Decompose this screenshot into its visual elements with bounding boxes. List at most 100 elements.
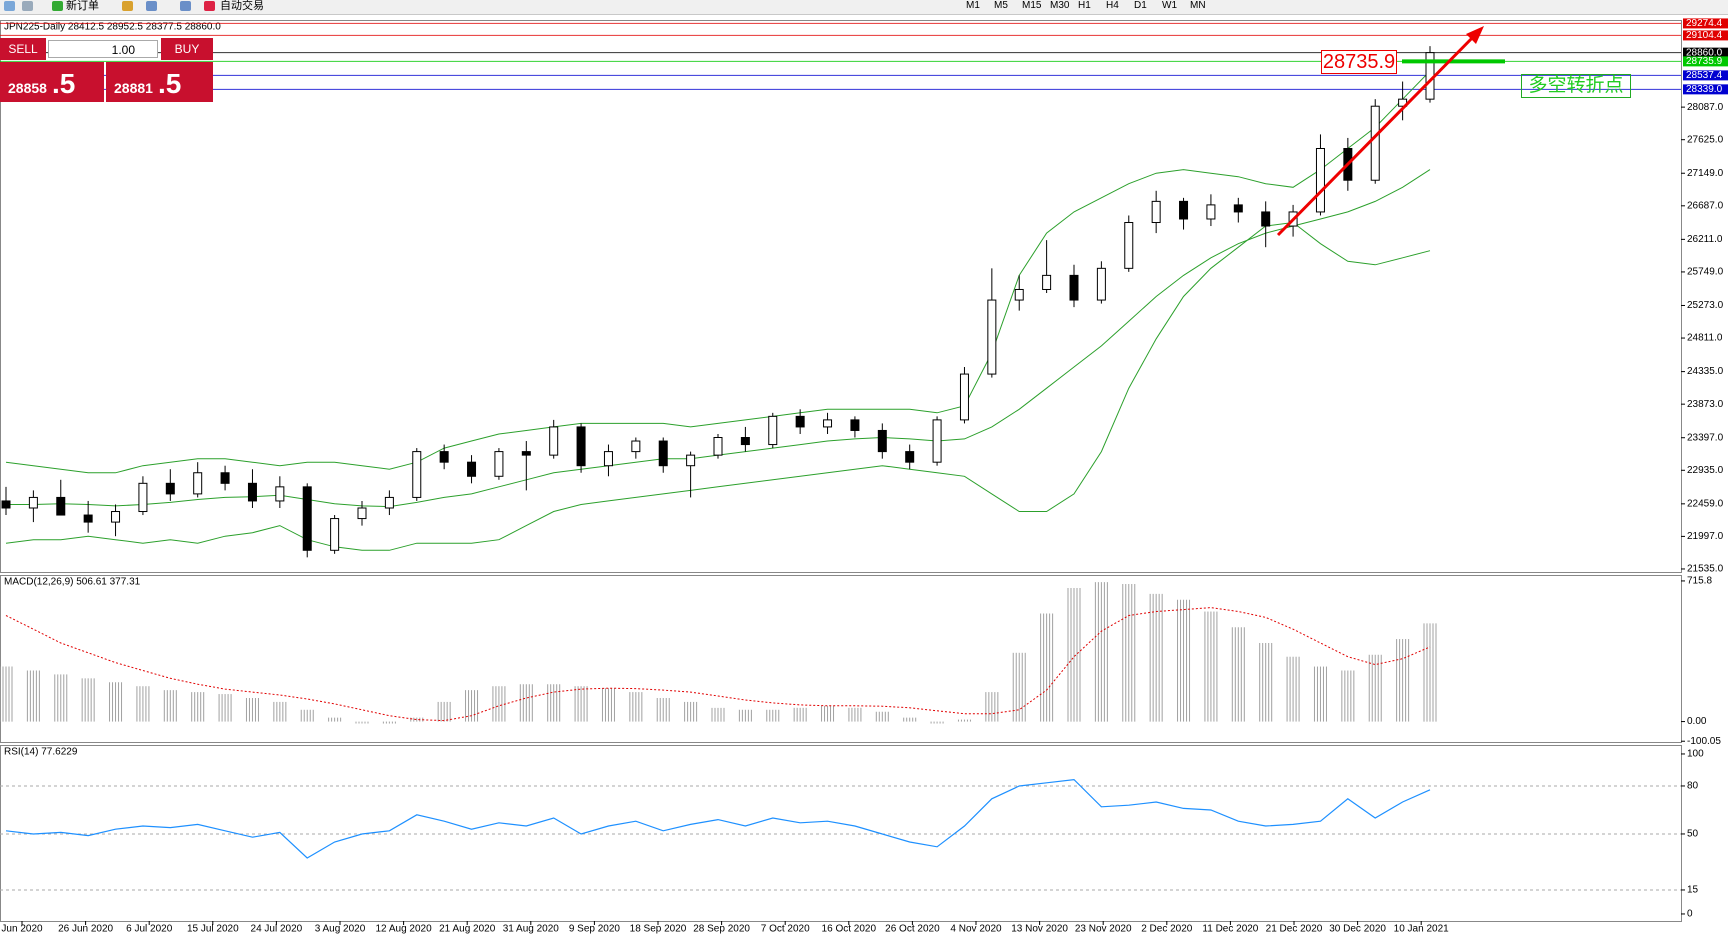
price-label: 28735.9	[1686, 56, 1723, 67]
timeframe-button[interactable]: D1	[1134, 0, 1147, 11]
candle-body	[768, 415, 778, 446]
candle-body	[576, 426, 586, 467]
x-tick-label: 31 Aug 2020	[503, 924, 560, 935]
candle-body	[823, 419, 833, 428]
candle-body	[412, 451, 422, 498]
icon[interactable]	[146, 1, 157, 11]
candle-body	[83, 514, 93, 523]
sell-price-main: 28858	[8, 80, 47, 96]
sell-price[interactable]: 28858 .5	[0, 62, 104, 102]
candle-body	[905, 451, 915, 463]
sell-price-frac: .5	[52, 68, 76, 99]
x-tick-label: Jun 2020	[1, 924, 43, 935]
price-label-bg	[1683, 56, 1728, 67]
candle-body	[1179, 200, 1189, 220]
y-tick-label: 26211.0	[1687, 234, 1723, 245]
y-tick-label: 28087.0	[1687, 102, 1724, 113]
new-order-button[interactable]: 新订单	[66, 0, 99, 12]
signal-line	[5, 607, 1431, 722]
icon[interactable]	[204, 1, 215, 11]
y-tick-label: 80	[1687, 781, 1699, 792]
candle-body	[1261, 211, 1271, 227]
y-tick-label: 50	[1687, 829, 1699, 840]
timeframe-button[interactable]: M1	[966, 0, 980, 11]
y-tick-label: 24811.0	[1687, 333, 1723, 344]
candle-body	[1233, 204, 1243, 213]
pane-title: JPN225-Daily 28412.5 28952.5 28377.5 288…	[4, 22, 221, 33]
candle-body	[1370, 105, 1380, 181]
y-tick-label: 25749.0	[1687, 267, 1724, 278]
x-tick-label: 7 Oct 2020	[761, 924, 810, 935]
y-tick-label: 27625.0	[1687, 134, 1724, 145]
price-label: 28537.4	[1686, 70, 1723, 81]
y-tick-label: 24335.0	[1687, 366, 1724, 377]
candle-body	[357, 507, 367, 520]
candle-body	[467, 461, 477, 477]
pane-title: MACD(12,26,9) 506.61 377.31	[4, 577, 141, 588]
timeframe-button[interactable]: W1	[1162, 0, 1177, 11]
candle-body	[740, 437, 750, 446]
candle-body	[850, 419, 860, 431]
price-label-bg	[1683, 18, 1728, 29]
candle-body	[165, 482, 175, 495]
candle-body	[56, 496, 66, 516]
candle-body	[384, 496, 394, 509]
timeframe-button[interactable]: MN	[1190, 0, 1206, 11]
price-label-bg	[1683, 47, 1728, 58]
rsi-line	[5, 778, 1431, 859]
candle-body	[631, 440, 641, 453]
candle-body	[877, 429, 887, 453]
candle-body	[658, 440, 668, 467]
timeframe-button[interactable]: M15	[1022, 0, 1042, 11]
x-tick-label: 24 Jul 2020	[251, 924, 303, 935]
y-tick-label: 100	[1687, 749, 1704, 760]
candle-body	[1206, 204, 1216, 220]
y-tick-label: 26687.0	[1687, 200, 1724, 211]
candle-body	[275, 486, 285, 502]
timeframe-button[interactable]: M30	[1050, 0, 1070, 11]
buy-button[interactable]: BUY	[161, 38, 213, 60]
y-tick-label: 22935.0	[1687, 465, 1724, 476]
timeframe-button[interactable]: H1	[1078, 0, 1091, 11]
pane-frame	[0, 20, 1682, 573]
y-tick-label: 27149.0	[1687, 168, 1724, 179]
candle-body	[247, 482, 257, 502]
icon[interactable]	[22, 1, 33, 11]
auto-trading-button[interactable]: 自动交易	[220, 0, 264, 12]
y-tick-label: 715.8	[1687, 576, 1712, 587]
price-label-bg	[1683, 84, 1728, 95]
icon[interactable]	[122, 1, 133, 11]
lot-input[interactable]: 1.00	[48, 40, 158, 58]
icon[interactable]	[180, 1, 191, 11]
x-tick-label: 16 Oct 2020	[822, 924, 877, 935]
candle-body	[1014, 288, 1024, 301]
candle-body	[1069, 274, 1079, 301]
x-tick-label: 26 Jun 2020	[58, 924, 113, 935]
candle-body	[111, 511, 121, 523]
candle-body	[713, 437, 723, 456]
sell-button[interactable]: SELL	[0, 38, 46, 60]
price-annotation: 28735.9	[1321, 50, 1397, 74]
icon[interactable]	[4, 1, 15, 11]
timeframe-button[interactable]: M5	[994, 0, 1008, 11]
candle-body	[795, 415, 805, 428]
candle-body	[220, 472, 230, 484]
x-tick-label: 15 Jul 2020	[187, 924, 239, 935]
icon[interactable]	[52, 1, 63, 11]
candle-body	[549, 426, 559, 456]
x-tick-label: 9 Sep 2020	[569, 924, 621, 935]
buy-price[interactable]: 28881 .5	[106, 62, 213, 102]
y-tick-label: -100.05	[1687, 736, 1721, 747]
y-tick-label: 0	[1687, 909, 1693, 920]
bollinger-band	[5, 221, 1431, 551]
buy-price-frac: .5	[158, 68, 182, 99]
toolbar: 新订单 自动交易 M1 M5 M15 M30 H1 H4 D1 W1 MN	[0, 0, 1728, 15]
candle-body	[28, 496, 38, 509]
x-tick-label: 11 Dec 2020	[1202, 924, 1258, 935]
pane-frame	[0, 575, 1682, 743]
timeframe-button[interactable]: H4	[1106, 0, 1119, 11]
candle-body	[439, 451, 449, 463]
x-tick-label: 12 Aug 2020	[376, 924, 433, 935]
